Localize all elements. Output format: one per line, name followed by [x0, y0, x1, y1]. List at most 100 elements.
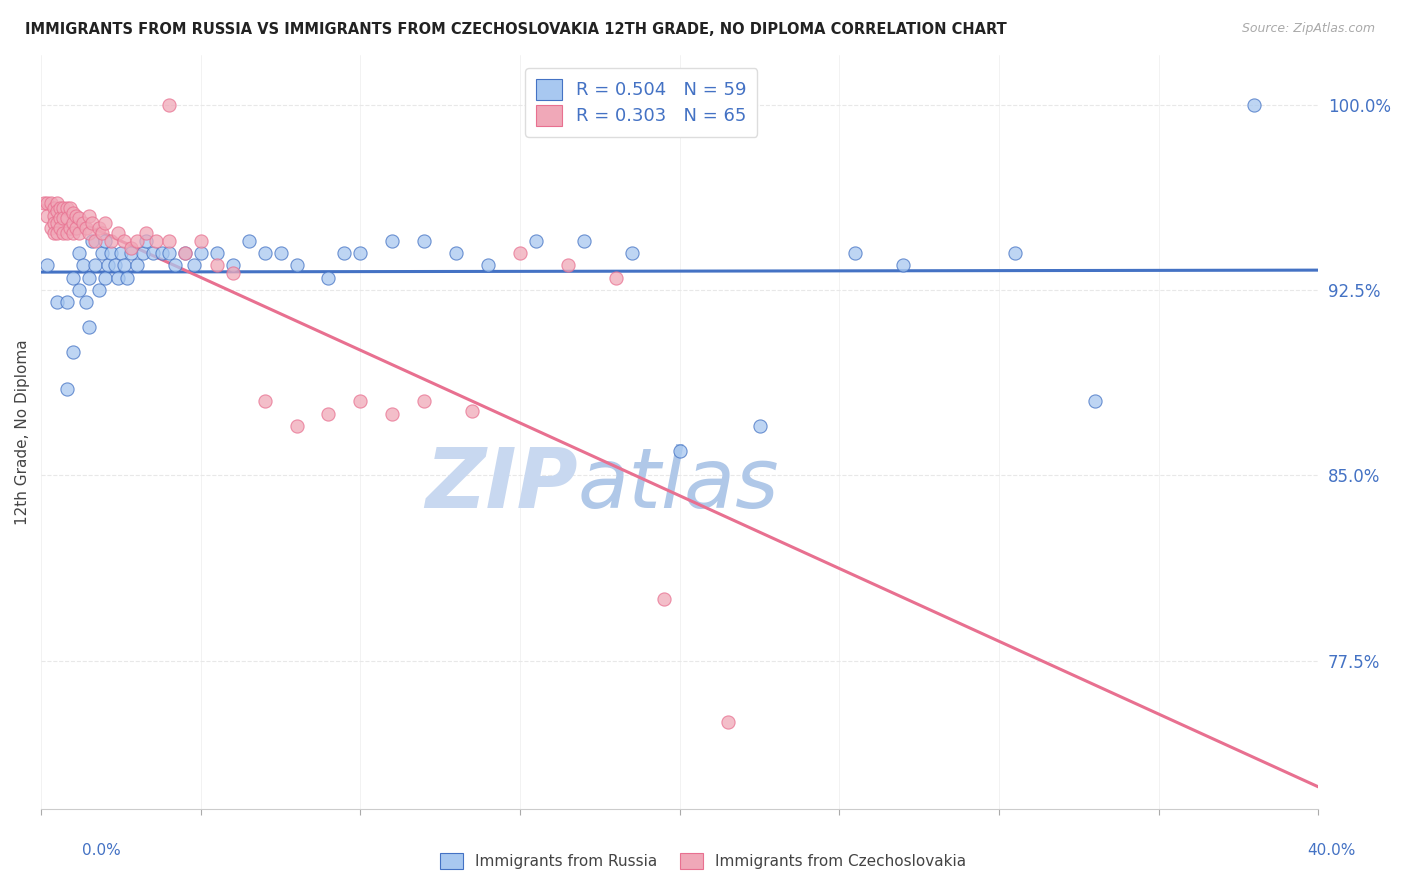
Point [100, 245, 122, 260]
Point [413, 394, 436, 409]
Point [112, 234, 135, 248]
Point [157, 234, 180, 248]
Point [221, 266, 243, 280]
Point [94, 234, 117, 248]
Point [42, 209, 65, 223]
Text: ZIP: ZIP [425, 444, 578, 525]
Point [67, 226, 90, 240]
Point [39, 221, 62, 235]
Point [46, 226, 69, 240]
Point [205, 245, 228, 260]
Point [748, 418, 770, 433]
Legend: Immigrants from Russia, Immigrants from Czechoslovakia: Immigrants from Russia, Immigrants from … [433, 847, 973, 875]
Point [87, 283, 110, 297]
Point [77, 270, 100, 285]
Point [59, 221, 82, 235]
Point [477, 258, 499, 272]
Point [891, 258, 914, 272]
Point [444, 245, 467, 260]
Point [46, 196, 69, 211]
Point [52, 202, 75, 216]
Text: 40.0%: 40.0% [1308, 843, 1355, 858]
Point [94, 270, 117, 285]
Point [67, 211, 90, 226]
Point [82, 216, 104, 230]
Point [620, 245, 643, 260]
Point [716, 715, 738, 730]
Point [52, 211, 75, 226]
Point [668, 443, 690, 458]
Point [100, 234, 122, 248]
Point [34, 196, 56, 211]
Point [413, 234, 436, 248]
Point [117, 270, 139, 285]
Point [77, 226, 100, 240]
Point [46, 216, 69, 230]
Point [120, 245, 142, 260]
Text: atlas: atlas [578, 444, 779, 525]
Legend: R = 0.504   N = 59, R = 0.303   N = 65: R = 0.504 N = 59, R = 0.303 N = 65 [526, 68, 758, 136]
Point [42, 226, 65, 240]
Point [1084, 394, 1107, 409]
Point [145, 234, 167, 248]
Point [524, 234, 547, 248]
Point [253, 245, 276, 260]
Point [142, 245, 165, 260]
Point [173, 245, 195, 260]
Point [90, 226, 112, 240]
Point [65, 221, 87, 235]
Point [132, 245, 155, 260]
Point [349, 245, 371, 260]
Point [62, 206, 84, 220]
Point [82, 234, 104, 248]
Point [72, 258, 94, 272]
Point [165, 258, 187, 272]
Point [62, 270, 84, 285]
Point [107, 270, 129, 285]
Point [135, 226, 157, 240]
Point [52, 226, 75, 240]
Point [62, 226, 84, 240]
Point [37, 258, 59, 272]
Point [120, 241, 142, 255]
Point [285, 418, 308, 433]
Point [77, 320, 100, 334]
Point [75, 295, 97, 310]
Point [173, 245, 195, 260]
Point [652, 591, 675, 606]
Point [94, 216, 117, 230]
Point [1004, 245, 1026, 260]
Point [381, 234, 404, 248]
Point [125, 258, 148, 272]
Point [318, 270, 340, 285]
Point [557, 258, 579, 272]
Point [1243, 97, 1265, 112]
Point [55, 382, 77, 396]
Point [183, 258, 205, 272]
Text: Source: ZipAtlas.com: Source: ZipAtlas.com [1241, 22, 1375, 36]
Point [157, 97, 180, 112]
Point [285, 258, 308, 272]
Point [221, 258, 243, 272]
Point [55, 211, 77, 226]
Point [49, 202, 72, 216]
Point [39, 196, 62, 211]
Point [110, 245, 132, 260]
Point [67, 283, 90, 297]
Point [49, 221, 72, 235]
Text: 0.0%: 0.0% [82, 843, 121, 858]
Point [55, 202, 77, 216]
Point [75, 221, 97, 235]
Point [42, 216, 65, 230]
Point [157, 245, 180, 260]
Point [509, 245, 531, 260]
Point [253, 394, 276, 409]
Point [62, 344, 84, 359]
Point [190, 245, 212, 260]
Point [72, 216, 94, 230]
Point [77, 209, 100, 223]
Point [270, 245, 292, 260]
Point [90, 245, 112, 260]
Point [49, 211, 72, 226]
Point [103, 258, 125, 272]
